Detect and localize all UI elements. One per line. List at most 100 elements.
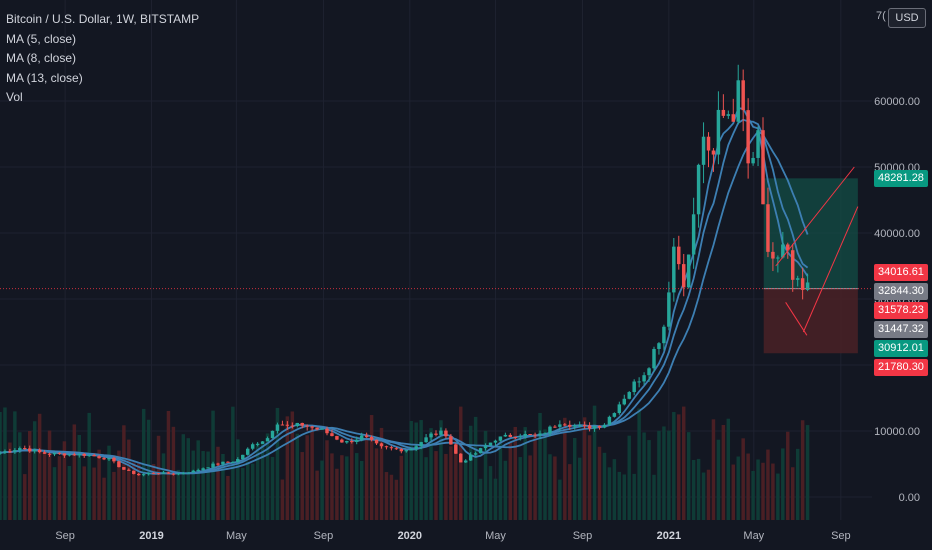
volume-bar bbox=[756, 459, 760, 520]
candle-body bbox=[47, 453, 52, 455]
volume-bar bbox=[285, 416, 290, 520]
candle-body bbox=[572, 425, 577, 427]
candle-body bbox=[483, 445, 488, 449]
candle-body bbox=[201, 468, 205, 470]
volume-bar bbox=[776, 473, 780, 520]
candle-body bbox=[454, 444, 458, 454]
x-tick-label: 2021 bbox=[657, 530, 681, 542]
volume-bar bbox=[181, 434, 186, 520]
candle-body bbox=[429, 433, 433, 438]
volume-bar bbox=[543, 429, 547, 520]
volume-bar bbox=[553, 456, 557, 520]
candle-body bbox=[790, 250, 795, 280]
volume-bar bbox=[117, 450, 121, 520]
volume-bar bbox=[92, 467, 96, 520]
candle-body bbox=[186, 472, 191, 474]
candle-body bbox=[310, 426, 314, 428]
candle-body bbox=[513, 436, 518, 438]
candle-body bbox=[8, 451, 12, 453]
volume-bar bbox=[82, 466, 86, 520]
volume-bar bbox=[790, 467, 795, 520]
candle-body bbox=[642, 375, 646, 382]
candle-body bbox=[23, 448, 27, 450]
candle-body bbox=[533, 434, 537, 436]
time-axis[interactable]: Sep 2019 May Sep 2020 May Sep 2021 May Sep bbox=[55, 530, 850, 542]
candle-body bbox=[449, 436, 453, 445]
candle-body bbox=[270, 430, 275, 439]
candle-body bbox=[102, 458, 106, 460]
currency-button[interactable]: USD bbox=[888, 8, 926, 28]
candle-body bbox=[493, 440, 498, 443]
candle-body bbox=[424, 437, 428, 443]
volume-bar bbox=[741, 438, 745, 520]
volume-bar bbox=[364, 433, 369, 520]
legend-vol[interactable]: Vol bbox=[6, 90, 23, 104]
volume-bar bbox=[394, 479, 399, 520]
volume-bar bbox=[568, 464, 572, 520]
candle-body bbox=[602, 424, 607, 428]
candle-body bbox=[558, 424, 562, 427]
candle-body bbox=[781, 244, 785, 258]
candle-body bbox=[305, 425, 309, 427]
volume-bar bbox=[52, 467, 57, 520]
legend-ma13[interactable]: MA (13, close) bbox=[6, 70, 83, 85]
volume-bar bbox=[245, 461, 250, 520]
volume-bar bbox=[637, 408, 641, 520]
ma-8-line bbox=[0, 118, 809, 475]
candle-body bbox=[691, 214, 696, 255]
legend-ma5[interactable]: MA (5, close) bbox=[6, 31, 77, 46]
candle-body bbox=[399, 449, 404, 452]
volume-bar bbox=[434, 451, 438, 520]
volume-bar bbox=[795, 448, 800, 520]
volume-bar bbox=[463, 461, 468, 520]
candle-body bbox=[107, 457, 111, 460]
candle-body bbox=[216, 463, 220, 465]
volume-bar bbox=[612, 459, 617, 520]
ma-13-line bbox=[0, 130, 809, 475]
candle-body bbox=[612, 413, 617, 417]
volume-bar bbox=[374, 448, 379, 520]
price-tag: 31447.32 bbox=[874, 320, 928, 338]
volume-bar bbox=[498, 437, 503, 520]
volume-bar bbox=[320, 460, 324, 520]
volume-bar bbox=[191, 450, 195, 520]
legend-title[interactable]: Bitcoin / U.S. Dollar, 1W, BITSTAMP bbox=[6, 12, 200, 26]
volume-bar bbox=[538, 412, 542, 520]
candle-body bbox=[459, 453, 463, 463]
candle-body bbox=[528, 433, 532, 435]
volume-bar bbox=[87, 412, 91, 520]
volume-bar bbox=[32, 421, 37, 520]
candle-body bbox=[112, 457, 116, 462]
volume-bar bbox=[632, 473, 636, 520]
volume-bar bbox=[300, 452, 304, 520]
volume-bar bbox=[196, 440, 200, 520]
volume-bar bbox=[206, 451, 210, 520]
volume-bar bbox=[523, 427, 527, 520]
candle-body bbox=[260, 441, 265, 444]
candle-body bbox=[27, 448, 32, 452]
volume-bar bbox=[201, 451, 205, 520]
volume-bar bbox=[533, 436, 537, 520]
candle-body bbox=[568, 424, 572, 427]
legend-ma8[interactable]: MA (8, close) bbox=[6, 51, 77, 65]
volume-bar bbox=[468, 425, 473, 520]
candle-body bbox=[92, 455, 96, 457]
volume-bar bbox=[315, 470, 319, 520]
volume-bar bbox=[746, 453, 750, 520]
candle-body bbox=[171, 473, 176, 475]
x-tick-label: Sep bbox=[573, 530, 593, 542]
price-axis[interactable]: 0.0010000.0020000.0030000.0040000.005000… bbox=[874, 96, 920, 504]
price-tag: 32844.30 bbox=[874, 282, 928, 300]
candle-body bbox=[191, 470, 195, 473]
candle-body bbox=[751, 157, 755, 164]
volume-bar bbox=[290, 411, 295, 520]
volume-bar bbox=[672, 412, 676, 520]
candle-body bbox=[701, 136, 706, 165]
candle-body bbox=[795, 278, 800, 280]
candle-body bbox=[776, 257, 780, 259]
volume-bar bbox=[667, 430, 671, 520]
volume-bar bbox=[617, 471, 622, 520]
candle-body bbox=[523, 433, 527, 437]
candle-body bbox=[587, 425, 592, 429]
